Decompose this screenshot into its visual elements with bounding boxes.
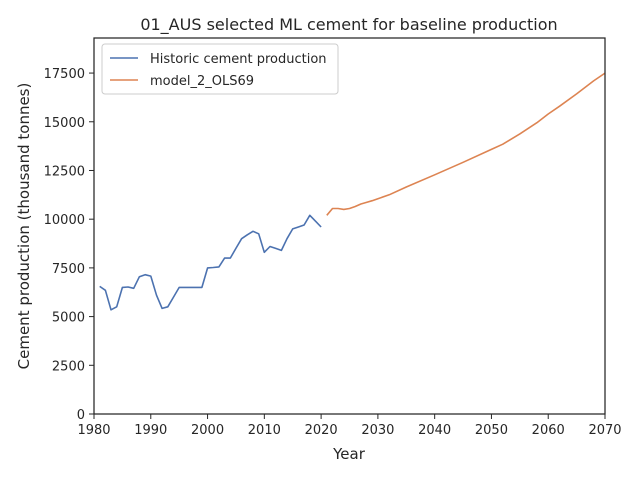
- x-tick-label: 2050: [475, 423, 508, 438]
- x-tick-label: 2000: [191, 423, 224, 438]
- legend-label-1: model_2_OLS69: [150, 74, 254, 89]
- x-axis-label: Year: [332, 445, 366, 463]
- x-tick-label: 1980: [77, 423, 110, 438]
- legend-box: [101, 43, 339, 95]
- plot-frame: [93, 37, 606, 415]
- x-tick-label: 2040: [418, 423, 451, 438]
- x-tick-label: 2030: [361, 423, 394, 438]
- x-tick-label: 1990: [134, 423, 167, 438]
- chart-title: 01_AUS selected ML cement for baseline p…: [140, 15, 557, 35]
- x-tick-label: 2060: [532, 423, 565, 438]
- legend-label-0: Historic cement production: [150, 52, 327, 67]
- y-tick-label: 7500: [52, 262, 85, 277]
- y-tick-label: 5000: [52, 311, 85, 326]
- x-tick-label: 2070: [588, 423, 621, 438]
- y-tick-label: 2500: [52, 359, 85, 374]
- y-axis-label: Cement production (thousand tonnes): [15, 83, 33, 370]
- y-tick-label: 10000: [44, 213, 85, 228]
- y-tick-label: 17500: [44, 67, 85, 82]
- x-tick-label: 2020: [305, 423, 338, 438]
- legend: Historic cement production model_2_OLS69: [101, 43, 339, 95]
- y-tick-label: 15000: [44, 116, 85, 131]
- series-line-1: [326, 72, 606, 216]
- series-line-0: [99, 214, 322, 311]
- y-tick-label: 0: [77, 408, 85, 423]
- y-tick-label: 12500: [44, 164, 85, 179]
- x-tick-label: 2010: [248, 423, 281, 438]
